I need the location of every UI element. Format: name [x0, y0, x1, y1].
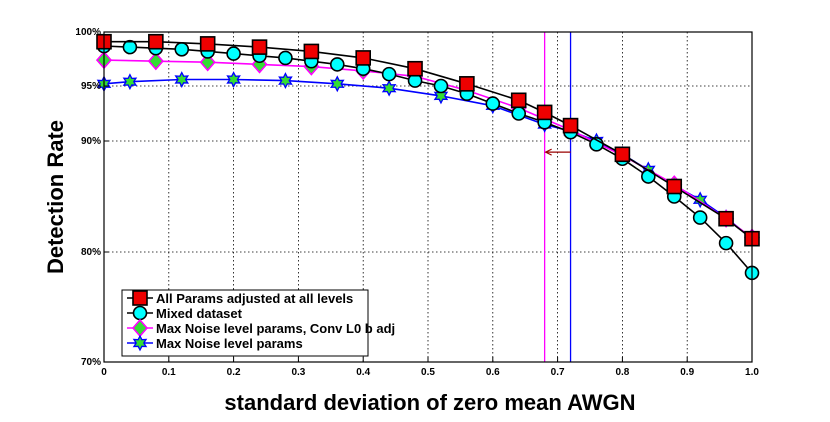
x-tick-label: 0.9	[680, 367, 694, 378]
data-point-all-params	[666, 178, 683, 195]
data-point-all-params	[510, 92, 527, 109]
data-point-mixed-dataset	[381, 66, 397, 82]
data-point-all-params	[536, 104, 553, 121]
data-point-mixed-dataset	[485, 96, 501, 111]
legend-label-mixed-dataset: Mixed dataset	[156, 306, 243, 321]
data-point-mixed-dataset	[329, 57, 345, 72]
legend: All Params adjusted at all levels Mixed …	[121, 289, 395, 357]
legend-label-max-noise-conv: Max Noise level params, Conv L0 b adj	[156, 321, 395, 336]
data-point-max-noise	[692, 191, 708, 209]
data-point-max-noise	[122, 73, 138, 91]
data-point-max-noise-conv	[147, 51, 164, 71]
data-point-mixed-dataset	[174, 41, 190, 57]
x-tick-label: 0.1	[162, 367, 176, 378]
legend-marker-mixed-dataset	[132, 305, 148, 321]
y-tick-label: 80%	[81, 247, 101, 258]
data-point-mixed-dataset	[278, 50, 293, 66]
x-tick-label: 1.0	[745, 367, 759, 378]
x-tick-label: 0.4	[356, 367, 370, 378]
shift-arrow-head	[544, 148, 552, 156]
data-point-all-params	[148, 33, 164, 50]
legend-markers	[127, 290, 153, 352]
x-tick-label: 0.6	[486, 367, 500, 378]
y-tick-label: 90%	[81, 136, 101, 147]
x-tick-label: 0.5	[421, 367, 435, 378]
grid-layer	[103, 31, 753, 363]
data-point-max-noise	[381, 79, 397, 97]
data-point-mixed-dataset	[718, 235, 734, 251]
x-axis-label: standard deviation of zero mean AWGN	[224, 390, 635, 415]
data-point-all-params	[614, 146, 631, 163]
x-tick-label: 0.7	[551, 367, 565, 378]
data-point-all-params	[199, 36, 216, 52]
legend-marker-max-noise	[132, 334, 148, 352]
legend-label-max-noise: Max Noise level params	[156, 336, 303, 351]
legend-box	[121, 289, 369, 357]
x-tick-label: 0.8	[615, 367, 629, 378]
legend-label-all-params: All Params adjusted at all levels	[156, 291, 353, 306]
data-point-mixed-dataset	[692, 210, 708, 225]
data-point-all-params	[355, 50, 372, 66]
data-point-all-params	[459, 76, 475, 92]
annotation-layer	[543, 32, 572, 362]
data-point-max-noise	[174, 71, 190, 88]
series-all-params	[96, 33, 760, 247]
data-point-mixed-dataset	[511, 106, 527, 121]
data-point-all-params	[562, 117, 579, 134]
data-point-all-params	[303, 43, 320, 60]
data-point-max-noise	[226, 71, 241, 88]
data-point-max-noise	[433, 87, 449, 105]
data-point-mixed-dataset	[641, 169, 656, 184]
data-point-mixed-dataset	[226, 46, 241, 61]
data-point-all-params	[251, 39, 268, 55]
data-point-mixed-dataset	[122, 39, 138, 55]
data-point-all-params	[718, 210, 734, 227]
y-axis-label: Detection Rate	[43, 120, 68, 274]
x-tick-label: 0.3	[291, 367, 305, 378]
data-point-all-params	[407, 60, 423, 77]
x-tick-label: 0.2	[227, 367, 241, 378]
x-tick-label: 0	[101, 367, 107, 378]
data-point-max-noise-conv	[199, 53, 216, 72]
legend-marker-all-params	[132, 290, 148, 306]
data-point-mixed-dataset	[433, 78, 449, 94]
y-tick-label: 100%	[75, 27, 101, 38]
y-tick-label: 95%	[81, 81, 101, 92]
data-point-max-noise	[329, 75, 345, 93]
tick-layer: 70% 80% 90% 95% 100% 0 0.1 0.2 0.3 0.4 0.5 0.6 0.7 0.…	[75, 27, 759, 378]
y-tick-label: 70%	[81, 357, 101, 368]
data-point-max-noise	[278, 72, 293, 90]
series-layer	[95, 33, 761, 281]
